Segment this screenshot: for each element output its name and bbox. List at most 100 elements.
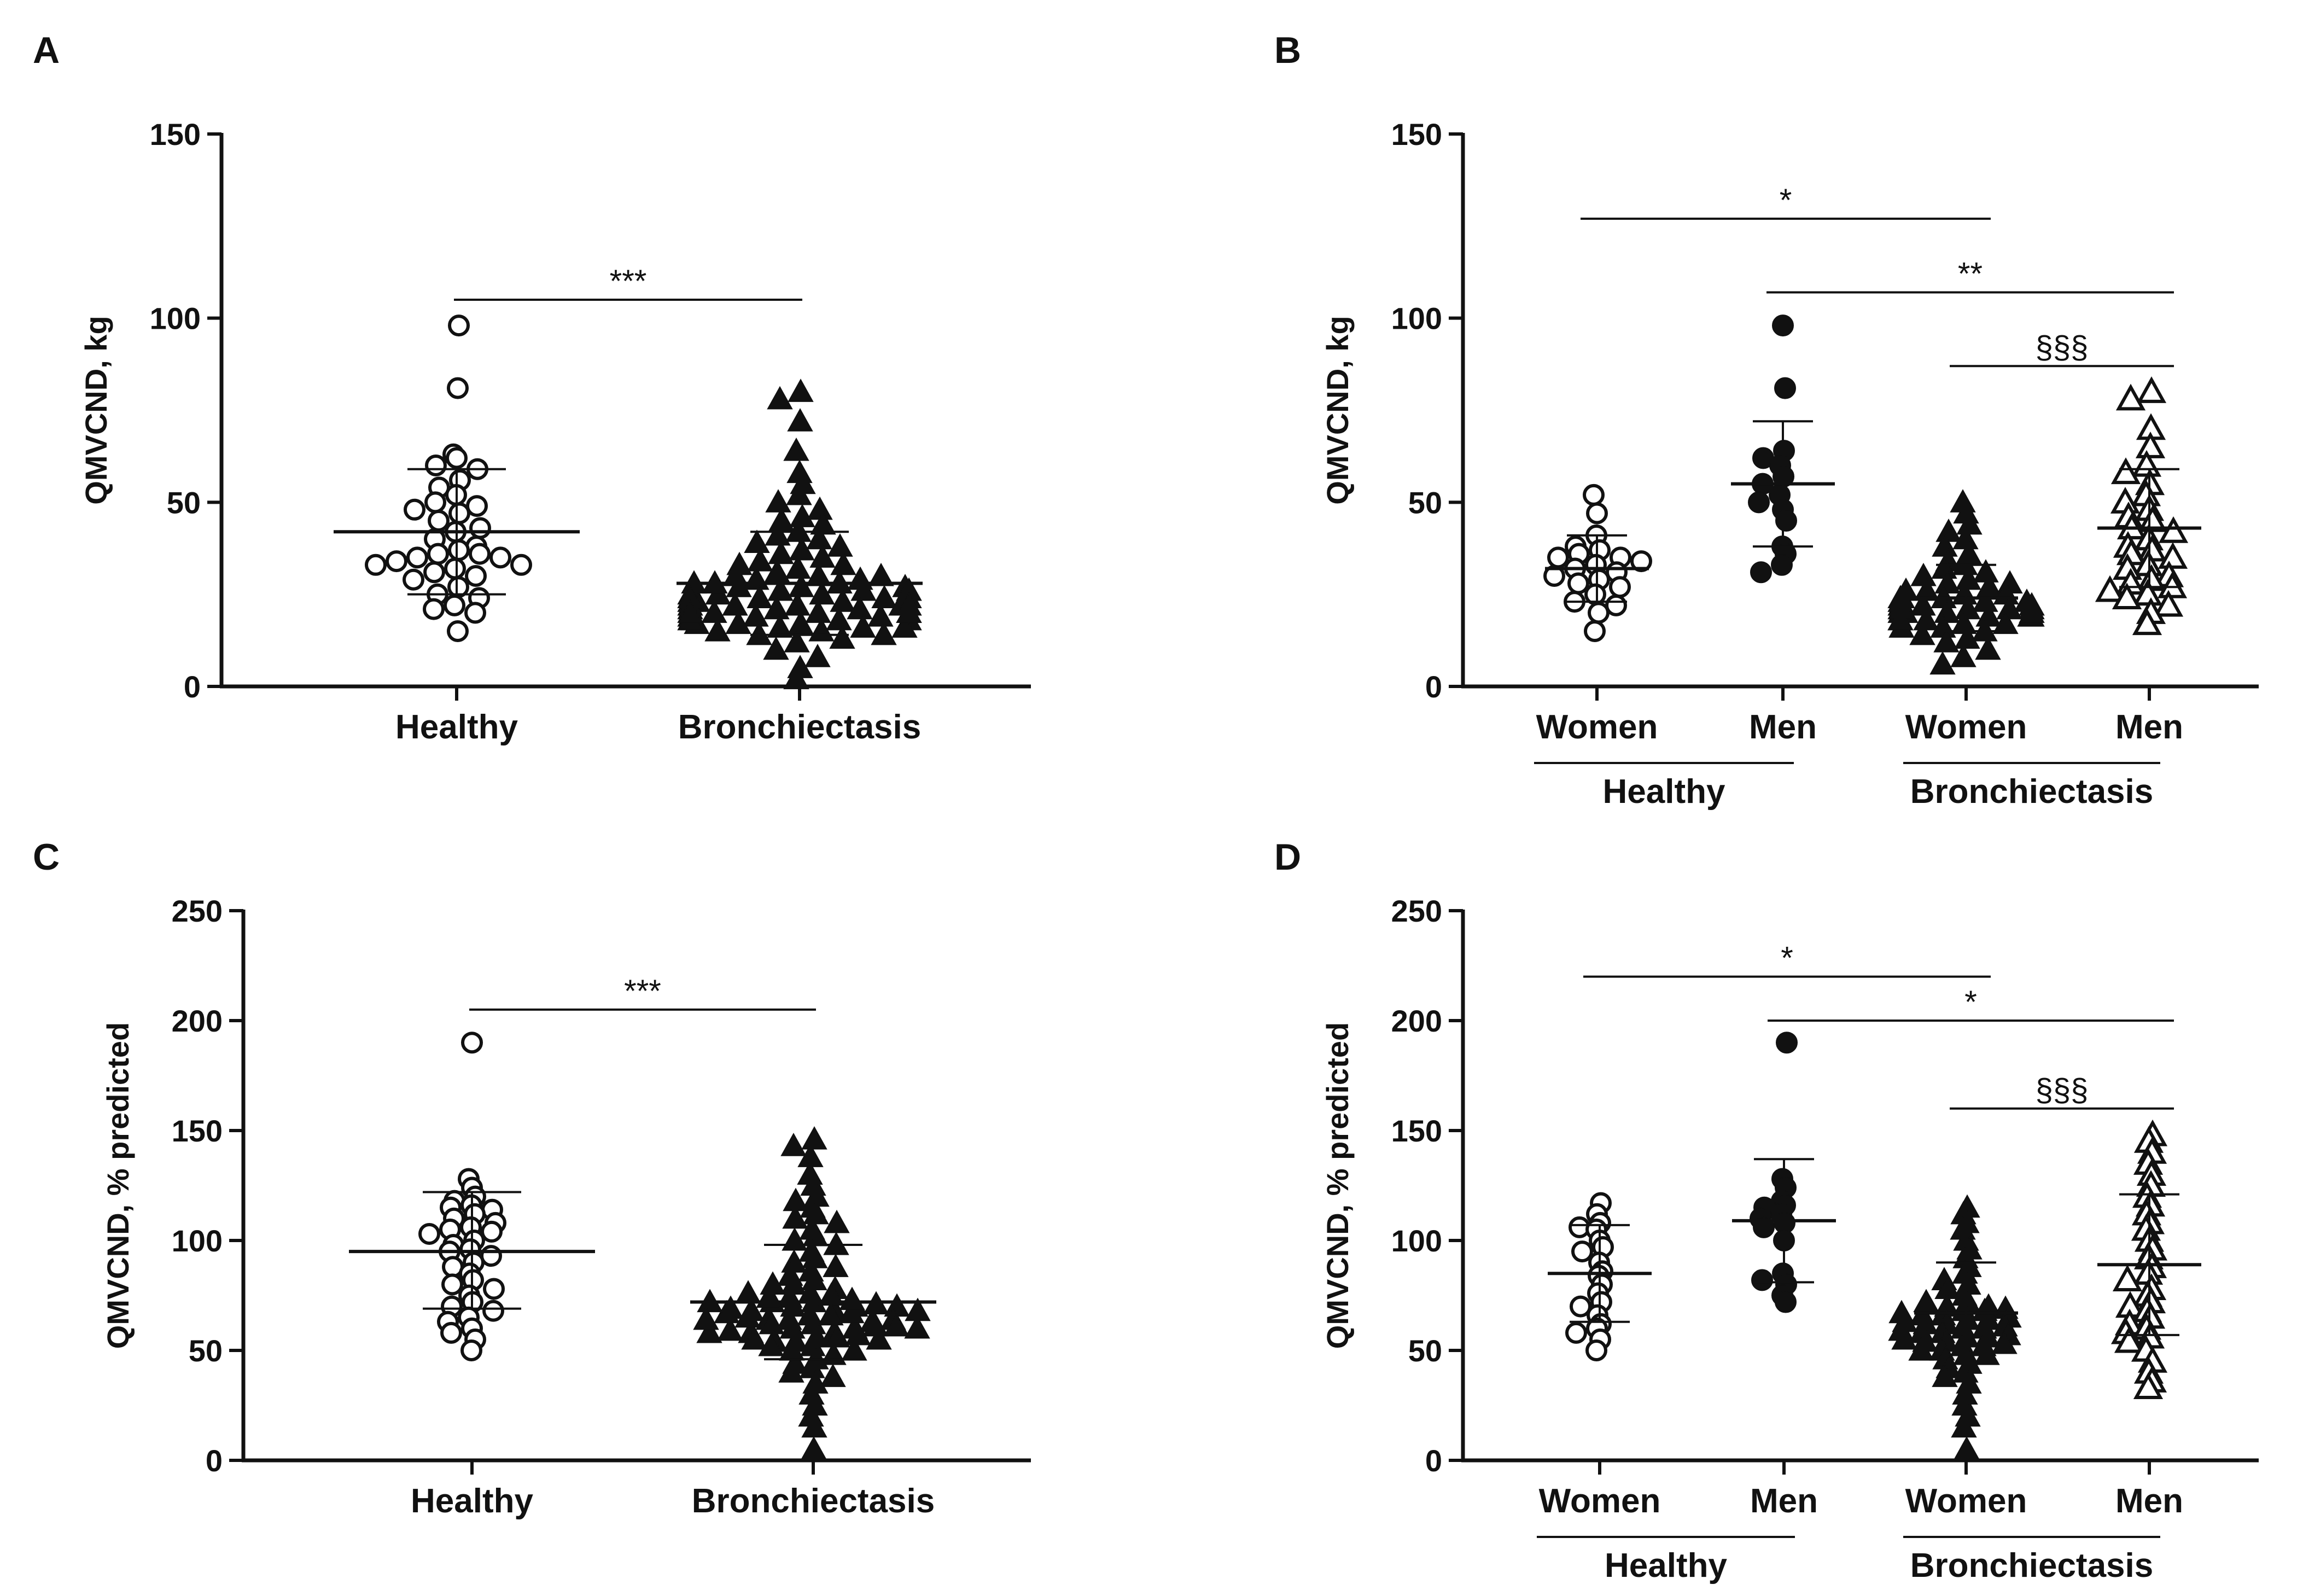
panel-b-point-healthy-men-14 — [1750, 561, 1772, 584]
panel-b-point-healthy-women-12 — [1543, 565, 1565, 587]
panel-c-point-bronchiectasis-73 — [839, 1286, 865, 1310]
panel-d-y-tick-label-200: 200 — [1391, 1004, 1442, 1038]
panel-b-point-healthy-men-0 — [1772, 314, 1794, 337]
panel-c-point-bronchiectasis-9 — [782, 1205, 808, 1229]
panel-a-point-bronchiectasis-75 — [891, 614, 918, 638]
panel-d-significance-1: * — [1964, 985, 1977, 1020]
panel-c-point-bronchiectasis-84 — [693, 1306, 719, 1330]
panel-b-point-healthy-women-18 — [1605, 594, 1627, 616]
panel-c-point-healthy-25 — [483, 1278, 505, 1300]
panel-a-point-bronchiectasis-30 — [747, 585, 773, 608]
panel-a-series-healthy — [334, 314, 580, 642]
panel-a-point-bronchiectasis-51 — [850, 577, 877, 601]
panel-a: A 0 50 100 150 QMVCND, kg Healthy Bronchiectas… — [33, 30, 1031, 746]
panel-a-point-bronchiectasis-14 — [806, 526, 832, 550]
panel-d-point-bronchiectasis-women-36 — [1954, 1436, 1980, 1460]
panel-c-point-bronchiectasis-81 — [735, 1280, 761, 1304]
panel-a-point-healthy-12 — [448, 502, 470, 525]
panel-a-point-bronchiectasis-2 — [787, 408, 813, 432]
panel-a-point-bronchiectasis-32 — [784, 592, 811, 616]
panel-a-point-healthy-20 — [469, 543, 491, 565]
panel-a-point-healthy-10 — [466, 495, 488, 517]
panel-a-point-bronchiectasis-53 — [871, 585, 897, 608]
panel-a-point-bronchiectasis-21 — [830, 551, 856, 575]
panel-b-point-bronchiectasis-women-32 — [1929, 651, 1956, 675]
panel-d: D 0 50 100 150 200 250 QMVCND, % predicted Wome… — [1274, 836, 2259, 1585]
panel-a-point-bronchiectasis-3 — [783, 438, 809, 461]
panel-d-y-tick-label-250: 250 — [1391, 894, 1442, 928]
panel-b-point-bronchiectasis-men-5 — [2110, 457, 2141, 485]
panel-c-y-axis-title: QMVCND, % predicted — [101, 1022, 135, 1349]
panel-d-point-bronchiectasis-women-35 — [1951, 1414, 1977, 1438]
panel-b-point-bronchiectasis-men-0 — [2136, 376, 2167, 403]
panel-b-point-healthy-men-13 — [1771, 554, 1793, 576]
panel-c-point-bronchiectasis-14 — [823, 1231, 849, 1255]
panel-c-y-tick-label-100: 100 — [172, 1224, 223, 1258]
panel-a-x-label-1-bronchiectasis: Bronchiectasis — [678, 708, 922, 746]
panel-b-significance-2: §§§ — [2036, 330, 2089, 365]
panel-b-point-bronchiectasis-women-43 — [1992, 610, 2019, 634]
panel-b-point-bronchiectasis-women-54 — [1887, 607, 1914, 631]
panel-a-point-healthy-19 — [427, 543, 449, 565]
panel-b-series-healthy-men — [1731, 314, 1835, 584]
panel-b-significance-0: * — [1780, 183, 1792, 218]
panel-a-point-healthy-18 — [448, 539, 470, 561]
panel-b-point-healthy-women-19 — [1588, 602, 1610, 624]
panel-c-point-bronchiectasis-85 — [904, 1315, 930, 1339]
panel-a-point-bronchiectasis-63 — [871, 621, 897, 645]
panel-d-series-bronchiectasis-men — [2097, 1119, 2201, 1399]
panel-letter-b: B — [1274, 30, 1301, 71]
panel-b-x-label-3-men: Men — [2115, 708, 2183, 746]
panel-a-y-tick-label-150: 150 — [150, 117, 201, 152]
panel-d-y-tick-label-150: 150 — [1391, 1114, 1442, 1148]
panel-a-y-tick-label-0: 0 — [184, 669, 201, 704]
panel-c-point-bronchiectasis-77 — [883, 1313, 909, 1337]
panel-c-point-bronchiectasis-59 — [824, 1324, 850, 1348]
panel-c-point-bronchiectasis-10 — [824, 1209, 850, 1233]
panel-c-point-healthy-35 — [460, 1339, 482, 1361]
panel-b-series-healthy-women — [1543, 484, 1652, 642]
panel-b-point-bronchiectasis-men-30 — [2132, 608, 2162, 636]
panel-b-point-healthy-women-20 — [1584, 620, 1606, 642]
panel-c-point-bronchiectasis-71 — [845, 1321, 871, 1345]
panel-c-x-label-1-bronchiectasis: Bronchiectasis — [692, 1482, 935, 1520]
panel-a-point-healthy-11 — [404, 498, 425, 521]
panel-b-point-healthy-women-7 — [1547, 546, 1569, 569]
panel-a-point-bronchiectasis-43 — [763, 636, 789, 660]
panel-b-group-label-healthy: Healthy — [1603, 773, 1725, 811]
panel-d-x-label-0-women: Women — [1539, 1482, 1661, 1520]
panel-d-series-bronchiectasis-women — [1888, 1194, 2022, 1460]
panel-b-y-tick-label-150: 150 — [1391, 117, 1442, 152]
panel-a-point-bronchiectasis-55 — [722, 592, 748, 616]
panel-a-point-bronchiectasis-24 — [806, 562, 832, 586]
panel-a-point-bronchiectasis-44 — [804, 644, 831, 667]
panel-b-point-bronchiectasis-women-30 — [1975, 636, 2001, 660]
panel-c-point-bronchiectasis-43 — [820, 1364, 846, 1387]
panel-c-point-healthy-0 — [461, 1032, 483, 1054]
panel-a-point-bronchiectasis-85 — [896, 592, 922, 616]
panel-b-x-label-0-women: Women — [1536, 708, 1658, 746]
panel-b-point-healthy-women-0 — [1583, 484, 1605, 506]
panel-a-point-healthy-9 — [424, 491, 446, 514]
panel-a-point-healthy-35 — [464, 602, 486, 624]
panel-c-point-bronchiectasis-18 — [823, 1254, 849, 1277]
panel-a-point-bronchiectasis-6 — [786, 481, 812, 505]
panel-a-x-label-0-healthy: Healthy — [395, 708, 518, 746]
panel-c-y-tick-label-50: 50 — [189, 1333, 223, 1368]
panel-d-point-healthy-women-14 — [1570, 1295, 1591, 1318]
panel-c-point-bronchiectasis-78 — [696, 1319, 722, 1343]
panel-c: C 0 50 100 150 200 250 QMVCND, % predicted Heal… — [33, 836, 1031, 1520]
panel-c-series-healthy — [349, 1032, 595, 1361]
panel-a-point-bronchiectasis-13 — [765, 522, 791, 546]
panel-a-series-bronchiectasis — [677, 378, 923, 690]
panel-c-point-bronchiectasis-1 — [780, 1133, 807, 1156]
panel-b-point-bronchiectasis-men-18 — [2158, 542, 2188, 569]
panel-d-point-bronchiectasis-men-27 — [2114, 1326, 2144, 1353]
panel-d-x-label-3-men: Men — [2115, 1482, 2183, 1520]
panel-a-point-bronchiectasis-31 — [830, 589, 856, 612]
panel-d-point-healthy-men-15 — [1775, 1291, 1797, 1313]
panel-a-point-bronchiectasis-22 — [785, 555, 811, 579]
panel-d-series-healthy-women — [1548, 1192, 1652, 1361]
panel-b-point-bronchiectasis-women-29 — [1933, 629, 1960, 653]
